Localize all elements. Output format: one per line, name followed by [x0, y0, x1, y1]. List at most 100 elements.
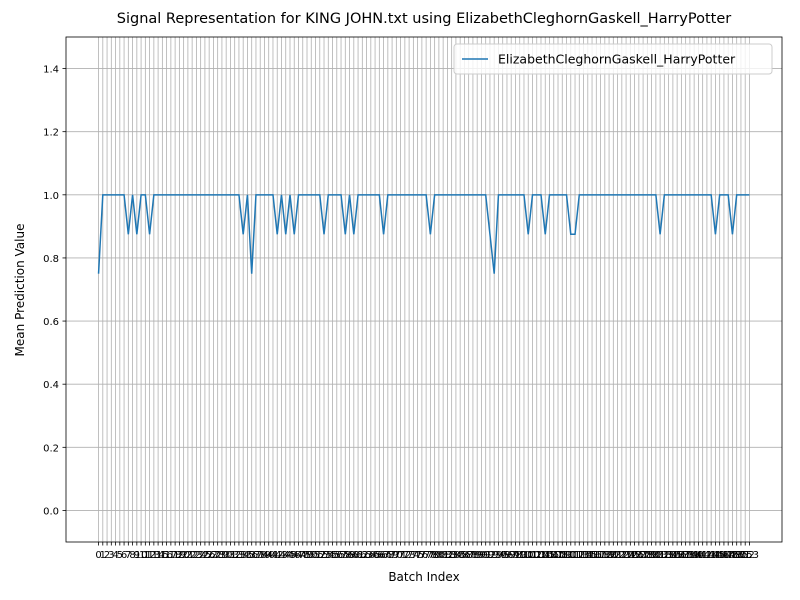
x-tick-label: 73	[403, 550, 416, 561]
x-tick-label: 52	[313, 550, 326, 561]
x-tick-label: 121	[604, 550, 623, 561]
x-tick-label: 44	[279, 550, 292, 561]
y-tick-label: 1.2	[43, 128, 59, 139]
x-tick-label: 65	[369, 550, 382, 561]
x-tick-label: 151	[731, 550, 750, 561]
x-tick-label: 9	[134, 550, 140, 561]
x-tick-label: 80	[433, 550, 446, 561]
x-tick-label: 77	[420, 550, 433, 561]
x-tick-label: 49	[301, 550, 314, 561]
x-tick-label: 94	[492, 550, 505, 561]
legend-box	[453, 43, 773, 75]
x-tick-label: 147	[714, 550, 733, 561]
x-tick-label: 2	[104, 550, 110, 561]
x-tick-label: 118	[591, 550, 610, 561]
x-tick-label: 138	[676, 550, 695, 561]
x-tick-label: 25	[199, 550, 212, 561]
x-tick-label: 58	[339, 550, 352, 561]
x-tick-label: 146	[710, 550, 729, 561]
plot-frame	[65, 36, 783, 543]
x-tick-label: 103	[527, 550, 546, 561]
x-tick-label: 62	[356, 550, 369, 561]
x-tick-label: 31	[224, 550, 237, 561]
x-tick-label: 11	[139, 550, 152, 561]
x-tick-label: 95	[496, 550, 509, 561]
x-tick-label: 100	[514, 550, 533, 561]
x-tick-label: 133	[655, 550, 674, 561]
x-tick-label: 99	[513, 550, 526, 561]
x-tick-label: 130	[642, 550, 661, 561]
x-tick-label: 145	[706, 550, 725, 561]
x-tick-label: 91	[479, 550, 492, 561]
x-tick-label: 86	[458, 550, 471, 561]
x-tick-label: 96	[501, 550, 514, 561]
x-tick-label: 64	[364, 550, 377, 561]
x-tick-label: 53	[318, 550, 331, 561]
x-tick-label: 153	[740, 550, 759, 561]
x-tick-label: 48	[296, 550, 309, 561]
y-tick-label: 0.0	[43, 506, 59, 517]
x-tick-label: 0	[95, 550, 101, 561]
x-tick-label: 16	[160, 550, 173, 561]
x-tick-label: 75	[411, 550, 424, 561]
y-tick-label: 0.8	[43, 254, 59, 265]
x-tick-label: 6	[121, 550, 127, 561]
x-tick-label: 69	[386, 550, 399, 561]
x-tick-label: 63	[360, 550, 373, 561]
x-tick-label: 134	[659, 550, 678, 561]
x-tick-label: 93	[488, 550, 501, 561]
x-tick-label: 68	[381, 550, 394, 561]
x-tick-label: 101	[519, 550, 538, 561]
x-tick-label: 28	[211, 550, 224, 561]
y-tick-label: 1.4	[43, 65, 59, 76]
x-tick-label: 92	[484, 550, 497, 561]
x-tick-label: 13	[147, 550, 160, 561]
x-tick-label: 41	[267, 550, 280, 561]
x-tick-label: 112	[565, 550, 584, 561]
x-tick-label: 3	[108, 550, 114, 561]
x-tick-label: 132	[651, 550, 670, 561]
chart-title: Signal Representation for KING JOHN.txt …	[117, 11, 731, 27]
x-tick-label: 128	[634, 550, 653, 561]
x-tick-label: 39	[258, 550, 271, 561]
x-tick-label: 122	[608, 550, 627, 561]
x-tick-label: 14	[152, 550, 165, 561]
x-tick-label: 60	[347, 550, 360, 561]
x-tick-label: 23	[190, 550, 203, 561]
x-tick-label: 35	[241, 550, 254, 561]
x-tick-label: 152	[736, 550, 755, 561]
x-tick-label: 102	[523, 550, 542, 561]
x-tick-label: 83	[445, 550, 458, 561]
x-tick-label: 111	[561, 550, 580, 561]
x-tick-label: 18	[169, 550, 182, 561]
x-tick-label: 87	[462, 550, 475, 561]
x-tick-label: 70	[390, 550, 403, 561]
x-tick-label: 84	[450, 550, 463, 561]
x-tick-label: 131	[646, 550, 665, 561]
x-tick-label: 114	[574, 550, 593, 561]
x-tick-label: 30	[220, 550, 233, 561]
x-tick-label: 113	[570, 550, 589, 561]
x-tick-label: 74	[407, 550, 420, 561]
x-tick-label: 10	[135, 550, 148, 561]
x-tick-label: 117	[587, 550, 606, 561]
y-axis-label: Mean Prediction Value	[13, 224, 27, 357]
x-tick-label: 56	[330, 550, 343, 561]
x-tick-label: 15	[156, 550, 169, 561]
x-tick-label: 139	[680, 550, 699, 561]
x-tick-label: 24	[194, 550, 207, 561]
x-tick-label: 47	[292, 550, 305, 561]
x-tick-label: 88	[467, 550, 480, 561]
x-tick-label: 110	[557, 550, 576, 561]
x-tick-label: 8	[129, 550, 135, 561]
x-tick-label: 120	[600, 550, 619, 561]
x-tick-label: 136	[668, 550, 687, 561]
x-tick-label: 40	[262, 550, 275, 561]
x-tick-label: 61	[352, 550, 365, 561]
y-tick-label: 0.4	[43, 380, 59, 391]
x-tick-label: 66	[373, 550, 386, 561]
x-tick-label: 19	[173, 550, 186, 561]
x-tick-label: 51	[309, 550, 322, 561]
